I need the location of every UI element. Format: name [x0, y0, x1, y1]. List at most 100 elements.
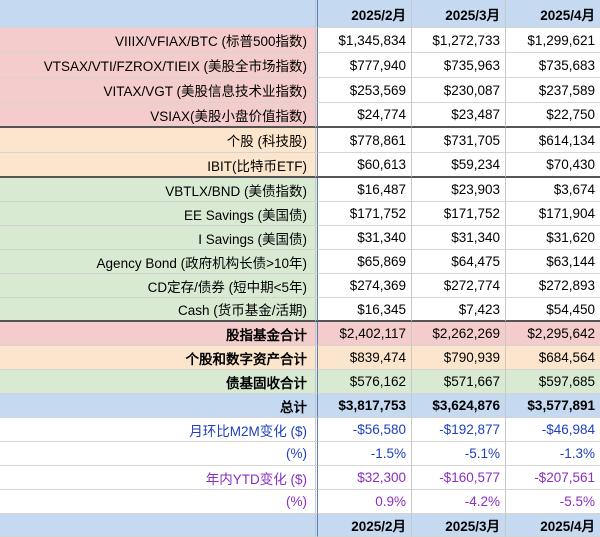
freeze-divider: [316, 0, 318, 28]
row-label[interactable]: 债基固收合计: [0, 370, 316, 394]
header-month-feb[interactable]: 2025/2月: [318, 0, 412, 28]
value-cell[interactable]: -$192,877: [412, 418, 506, 442]
value-cell[interactable]: $70,430: [506, 153, 600, 178]
value-cell[interactable]: $171,752: [318, 202, 412, 226]
value-cell[interactable]: $1,345,834: [318, 28, 412, 53]
value-cell[interactable]: -$160,577: [412, 466, 506, 490]
value-cell[interactable]: $59,234: [412, 153, 506, 178]
row-label[interactable]: I Savings (美国债): [0, 226, 316, 250]
value-cell[interactable]: $237,589: [506, 78, 600, 103]
row-label[interactable]: VITAX/VGT (美股信息技术业指数): [0, 78, 316, 103]
value-cell[interactable]: -4.2%: [412, 490, 506, 514]
value-cell[interactable]: -$46,984: [506, 418, 600, 442]
value-cell[interactable]: $7,423: [412, 298, 506, 322]
row-label[interactable]: 年内YTD变化 ($): [0, 466, 316, 490]
value-cell[interactable]: $31,340: [318, 226, 412, 250]
value-cell[interactable]: $731,705: [412, 128, 506, 153]
table-row: VIIIX/VFIAX/BTC (标普500指数) $1,345,834 $1,…: [0, 28, 600, 53]
header-month-mar[interactable]: 2025/3月: [412, 0, 506, 28]
value-cell[interactable]: $230,087: [412, 78, 506, 103]
value-cell[interactable]: $1,272,733: [412, 28, 506, 53]
table-row: I Savings (美国债) $31,340 $31,340 $31,620: [0, 226, 600, 250]
value-cell[interactable]: $839,474: [318, 346, 412, 370]
footer-label-cell[interactable]: [0, 514, 316, 537]
value-cell[interactable]: $2,295,642: [506, 322, 600, 346]
row-label[interactable]: CD定存/债券 (短中期<5年): [0, 274, 316, 298]
value-cell[interactable]: $272,893: [506, 274, 600, 298]
row-label[interactable]: VIIIX/VFIAX/BTC (标普500指数): [0, 28, 316, 53]
value-cell[interactable]: $777,940: [318, 53, 412, 78]
value-cell[interactable]: $253,569: [318, 78, 412, 103]
value-cell[interactable]: $64,475: [412, 250, 506, 274]
row-label[interactable]: 个股和数字资产合计: [0, 346, 316, 370]
footer-month-apr[interactable]: 2025/4月: [506, 514, 600, 537]
row-label[interactable]: (%): [0, 490, 316, 514]
value-cell[interactable]: $778,861: [318, 128, 412, 153]
header-label-cell[interactable]: [0, 0, 316, 28]
value-cell[interactable]: $3,674: [506, 178, 600, 202]
value-cell[interactable]: -5.5%: [506, 490, 600, 514]
value-cell[interactable]: $171,904: [506, 202, 600, 226]
row-label[interactable]: 总计: [0, 394, 316, 418]
value-cell[interactable]: -5.1%: [412, 442, 506, 466]
value-cell[interactable]: $735,963: [412, 53, 506, 78]
table-row: IBIT(比特币ETF) $60,613 $59,234 $70,430: [0, 153, 600, 178]
footer-month-mar[interactable]: 2025/3月: [412, 514, 506, 537]
freeze-divider: [316, 250, 318, 274]
value-cell[interactable]: -1.3%: [506, 442, 600, 466]
table-row: Cash (货币基金/活期) $16,345 $7,423 $54,450: [0, 298, 600, 322]
value-cell[interactable]: $274,369: [318, 274, 412, 298]
value-cell[interactable]: -$56,580: [318, 418, 412, 442]
value-cell[interactable]: $576,162: [318, 370, 412, 394]
value-cell[interactable]: $16,345: [318, 298, 412, 322]
row-label[interactable]: Cash (货币基金/活期): [0, 298, 316, 322]
freeze-divider: [316, 346, 318, 370]
footer-month-feb[interactable]: 2025/2月: [318, 514, 412, 537]
row-label[interactable]: IBIT(比特币ETF): [0, 153, 316, 178]
value-cell[interactable]: $614,134: [506, 128, 600, 153]
value-cell[interactable]: $3,624,876: [412, 394, 506, 418]
value-cell[interactable]: $60,613: [318, 153, 412, 178]
value-cell[interactable]: $54,450: [506, 298, 600, 322]
row-label[interactable]: (%): [0, 442, 316, 466]
row-label[interactable]: 个股 (科技股): [0, 128, 316, 153]
value-cell[interactable]: $597,685: [506, 370, 600, 394]
value-cell[interactable]: $31,620: [506, 226, 600, 250]
row-label[interactable]: 股指基金合计: [0, 322, 316, 346]
value-cell[interactable]: $16,487: [318, 178, 412, 202]
row-label[interactable]: VTSAX/VTI/FZROX/TIEIX (美股全市场指数): [0, 53, 316, 78]
value-cell[interactable]: $22,750: [506, 103, 600, 128]
table-row: VBTLX/BND (美债指数) $16,487 $23,903 $3,674: [0, 178, 600, 202]
value-cell[interactable]: $3,817,753: [318, 394, 412, 418]
value-cell[interactable]: $2,402,117: [318, 322, 412, 346]
freeze-divider: [316, 78, 318, 103]
freeze-divider: [316, 153, 318, 178]
value-cell[interactable]: $3,577,891: [506, 394, 600, 418]
value-cell[interactable]: $571,667: [412, 370, 506, 394]
value-cell[interactable]: $735,683: [506, 53, 600, 78]
value-cell[interactable]: $31,340: [412, 226, 506, 250]
value-cell[interactable]: $24,774: [318, 103, 412, 128]
row-label[interactable]: Agency Bond (政府机构长债>10年): [0, 250, 316, 274]
value-cell[interactable]: 0.9%: [318, 490, 412, 514]
value-cell[interactable]: $23,487: [412, 103, 506, 128]
header-month-apr[interactable]: 2025/4月: [506, 0, 600, 28]
value-cell[interactable]: $171,752: [412, 202, 506, 226]
table-row: VSIAX(美股小盘价值指数) $24,774 $23,487 $22,750: [0, 103, 600, 128]
row-label[interactable]: EE Savings (美国债): [0, 202, 316, 226]
row-label[interactable]: VSIAX(美股小盘价值指数): [0, 103, 316, 128]
value-cell[interactable]: $790,939: [412, 346, 506, 370]
value-cell[interactable]: $65,869: [318, 250, 412, 274]
row-label[interactable]: VBTLX/BND (美债指数): [0, 178, 316, 202]
value-cell[interactable]: $1,299,621: [506, 28, 600, 53]
value-cell[interactable]: $272,774: [412, 274, 506, 298]
row-label[interactable]: 月环比M2M变化 ($): [0, 418, 316, 442]
value-cell[interactable]: $2,262,269: [412, 322, 506, 346]
value-cell[interactable]: $32,300: [318, 466, 412, 490]
value-cell[interactable]: $23,903: [412, 178, 506, 202]
value-cell[interactable]: $684,564: [506, 346, 600, 370]
value-cell[interactable]: -$207,561: [506, 466, 600, 490]
value-cell[interactable]: -1.5%: [318, 442, 412, 466]
value-cell[interactable]: $63,144: [506, 250, 600, 274]
